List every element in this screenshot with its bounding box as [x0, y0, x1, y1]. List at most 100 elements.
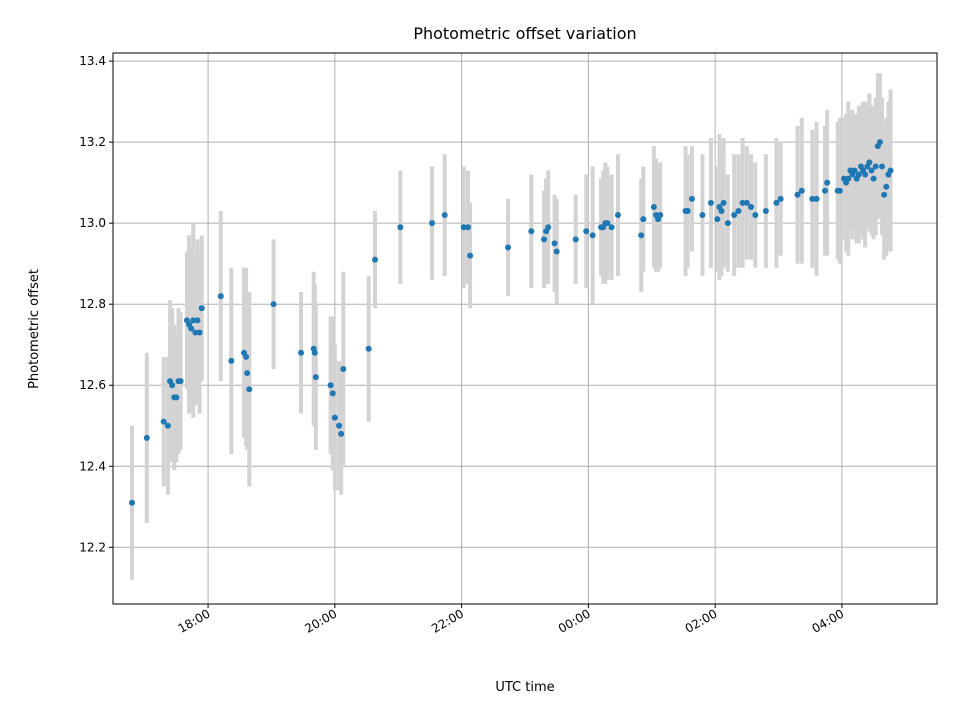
data-point	[862, 171, 869, 178]
x-tick-label: 18:00	[176, 606, 213, 635]
data-point	[338, 430, 345, 437]
x-axis-label: UTC time	[495, 680, 554, 695]
data-point	[845, 175, 852, 182]
data-point	[714, 216, 721, 223]
data-point	[173, 394, 180, 401]
data-points	[129, 139, 894, 506]
data-point	[870, 175, 877, 182]
data-point	[752, 212, 759, 219]
data-point	[824, 179, 831, 186]
data-point	[881, 191, 888, 198]
data-point	[129, 499, 136, 506]
data-point	[735, 208, 742, 215]
data-point	[198, 305, 205, 312]
data-point	[371, 256, 378, 263]
data-point	[724, 220, 731, 227]
data-point	[777, 195, 784, 202]
data-point	[589, 232, 596, 239]
data-point	[327, 382, 334, 389]
data-point	[243, 353, 250, 360]
data-point	[429, 220, 436, 227]
data-point	[311, 349, 318, 356]
data-point	[731, 212, 738, 219]
data-point	[743, 199, 750, 206]
data-point	[855, 171, 862, 178]
data-point	[336, 422, 343, 429]
data-point	[887, 167, 894, 174]
data-point	[298, 349, 305, 356]
data-point	[638, 232, 645, 239]
data-point	[194, 317, 201, 324]
data-point	[809, 195, 816, 202]
data-point	[164, 422, 171, 429]
data-point	[718, 208, 725, 215]
data-point	[545, 224, 552, 231]
data-point	[684, 208, 691, 215]
y-tick-label: 13.0	[79, 216, 106, 230]
data-point	[553, 248, 560, 255]
data-point	[541, 236, 548, 243]
y-tick-label: 12.6	[79, 378, 106, 392]
data-point	[551, 240, 558, 247]
plot-frame	[112, 52, 938, 605]
data-point	[365, 345, 372, 352]
data-point	[192, 329, 199, 336]
data-point	[614, 212, 621, 219]
data-point	[190, 317, 197, 324]
y-tick-label: 12.8	[79, 297, 106, 311]
data-point	[879, 163, 886, 170]
data-point	[650, 203, 657, 210]
x-tick-label: 20:00	[302, 606, 339, 635]
data-point	[528, 228, 535, 235]
data-point	[312, 374, 319, 381]
y-tick-label: 12.4	[79, 459, 106, 473]
data-point	[813, 195, 820, 202]
data-point	[169, 382, 176, 389]
data-point	[460, 224, 467, 231]
data-point	[441, 212, 448, 219]
data-point	[505, 244, 512, 251]
data-point	[246, 386, 253, 393]
data-point	[464, 224, 471, 231]
data-point	[228, 357, 235, 364]
data-point	[707, 199, 714, 206]
data-point	[822, 187, 829, 194]
data-point	[583, 228, 590, 235]
data-point	[188, 325, 195, 332]
data-point	[872, 163, 879, 170]
data-point	[883, 183, 890, 190]
x-tick-label: 02:00	[683, 606, 720, 635]
chart-title: Photometric offset variation	[413, 24, 636, 43]
y-axis-ticks: 12.2 12.4 12.6 12.8 13.0 13.2 13.4	[79, 54, 113, 554]
x-tick-label: 22:00	[429, 606, 466, 635]
data-point	[720, 199, 727, 206]
y-tick-label: 13.2	[79, 135, 106, 149]
data-point	[397, 224, 404, 231]
data-point	[160, 418, 167, 425]
data-point	[196, 329, 203, 336]
data-point	[572, 236, 579, 243]
data-point	[177, 378, 184, 385]
data-point	[640, 216, 647, 223]
error-bars	[130, 73, 893, 580]
data-point	[836, 187, 843, 194]
data-point	[331, 414, 338, 421]
x-tick-label: 04:00	[809, 606, 846, 635]
y-axis-label: Photometric offset	[27, 269, 42, 389]
data-point	[608, 224, 615, 231]
data-point	[329, 390, 336, 397]
data-point	[688, 195, 695, 202]
data-point	[868, 167, 875, 174]
data-point	[699, 212, 706, 219]
data-point	[604, 220, 611, 227]
data-point	[467, 252, 474, 259]
data-point	[143, 434, 150, 441]
y-tick-label: 13.4	[79, 54, 106, 68]
data-point	[798, 187, 805, 194]
data-point	[748, 203, 755, 210]
data-point	[773, 199, 780, 206]
data-point	[876, 139, 883, 146]
data-point	[217, 293, 224, 300]
data-point	[340, 366, 347, 373]
